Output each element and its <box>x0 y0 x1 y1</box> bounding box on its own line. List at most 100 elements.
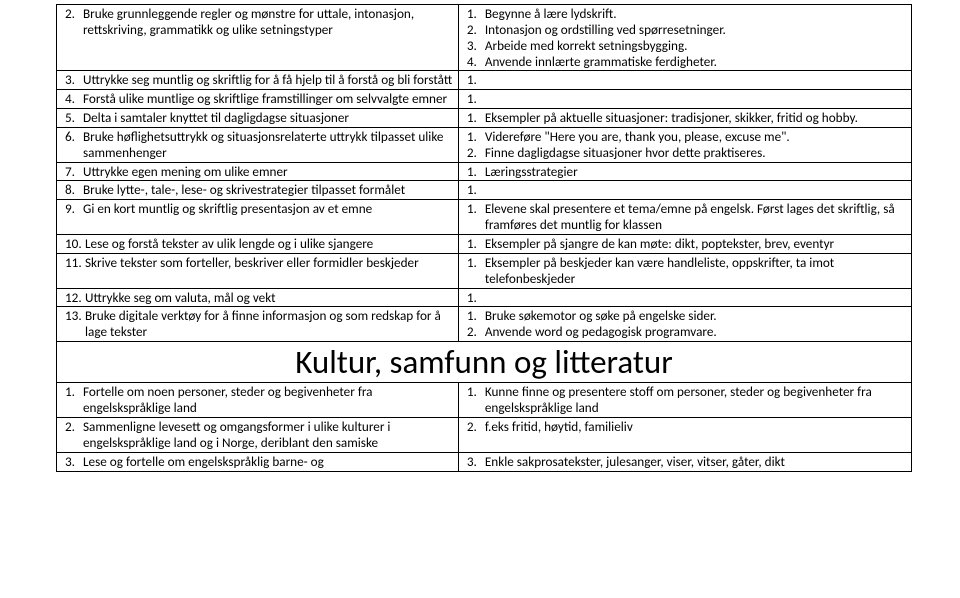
item-text: Kunne finne og presentere stoff om perso… <box>485 384 907 416</box>
item-number: 3. <box>467 38 485 54</box>
item-text: Delta i samtaler knyttet til dagligdagse… <box>83 110 454 126</box>
item-number: 1. <box>467 308 485 324</box>
list-item: 2.Bruke grunnleggende regler og mønstre … <box>65 6 454 38</box>
item-text: Sammenligne levesett og omgangsformer i … <box>83 419 454 451</box>
table-row: 1.Fortelle om noen personer, steder og b… <box>57 383 912 418</box>
numbered-list: 4.Forstå ulike muntlige og skriftlige fr… <box>65 91 454 107</box>
left-cell: 7.Uttrykke egen mening om ulike emner <box>57 162 459 181</box>
item-number: 1. <box>467 255 485 287</box>
list-item: 1.Kunne finne og presentere stoff om per… <box>467 384 907 416</box>
numbered-list: 12.Uttrykke seg om valuta, mål og vekt <box>65 290 454 306</box>
numbered-list: 1.Kunne finne og presentere stoff om per… <box>467 384 907 416</box>
numbered-list: 5.Delta i samtaler knyttet til dagligdag… <box>65 110 454 126</box>
numbered-list: 1.Fortelle om noen personer, steder og b… <box>65 384 454 416</box>
table-row: 5.Delta i samtaler knyttet til dagligdag… <box>57 109 912 128</box>
item-text: Skrive tekster som forteller, beskriver … <box>85 255 454 271</box>
item-text: Uttrykke egen mening om ulike emner <box>83 164 454 180</box>
numbered-list: 11.Skrive tekster som forteller, beskriv… <box>65 255 454 271</box>
list-item: 1.Eksempler på beskjeder kan være handle… <box>467 255 907 287</box>
item-text <box>485 182 907 198</box>
numbered-list: 3.Uttrykke seg muntlig og skriftlig for … <box>65 72 454 88</box>
right-cell: 1. <box>458 288 911 307</box>
item-text: Arbeide med korrekt setningsbygging. <box>485 38 907 54</box>
item-number: 5. <box>65 110 83 126</box>
item-number: 4. <box>65 91 83 107</box>
item-text: Uttrykke seg om valuta, mål og vekt <box>85 290 454 306</box>
item-text <box>485 91 907 107</box>
table-row: 8.Bruke lytte-, tale-, lese- og skrivest… <box>57 181 912 200</box>
list-item: 2.Anvende word og pedagogisk programvare… <box>467 324 907 340</box>
item-text: Anvende innlærte grammatiske ferdigheter… <box>485 54 907 70</box>
item-text: Begynne å lære lydskrift. <box>485 6 907 22</box>
list-item: 1. <box>467 182 907 198</box>
item-text: Bruke søkemotor og søke på engelske side… <box>485 308 907 324</box>
item-number: 4. <box>467 54 485 70</box>
right-cell: 1.Eksempler på beskjeder kan være handle… <box>458 253 911 288</box>
list-item: 3.Enkle sakprosatekster, julesanger, vis… <box>467 454 907 470</box>
table-row: 3.Uttrykke seg muntlig og skriftlig for … <box>57 71 912 90</box>
document-page: 2.Bruke grunnleggende regler og mønstre … <box>0 0 960 472</box>
item-number: 11. <box>65 255 85 271</box>
table-row: 10.Lese og forstå tekster av ulik lengde… <box>57 234 912 253</box>
table-row: 6.Bruke høflighetsuttrykk og situasjonsr… <box>57 127 912 162</box>
item-number: 9. <box>65 201 83 217</box>
numbered-list: 7.Uttrykke egen mening om ulike emner <box>65 164 454 180</box>
list-item: 4.Forstå ulike muntlige og skriftlige fr… <box>65 91 454 107</box>
left-cell: 5.Delta i samtaler knyttet til dagligdag… <box>57 109 459 128</box>
numbered-list: 10.Lese og forstå tekster av ulik lengde… <box>65 236 454 252</box>
left-cell: 2.Sammenligne levesett og omgangsformer … <box>57 418 459 453</box>
numbered-list: 1. <box>467 91 907 107</box>
item-number: 1. <box>467 72 485 88</box>
item-text: Enkle sakprosatekster, julesanger, viser… <box>485 454 907 470</box>
right-cell: 1.Bruke søkemotor og søke på engelske si… <box>458 307 911 342</box>
list-item: 5.Delta i samtaler knyttet til dagligdag… <box>65 110 454 126</box>
right-cell: 1.Elevene skal presentere et tema/emne p… <box>458 200 911 235</box>
numbered-list: 1. <box>467 72 907 88</box>
left-cell: 11.Skrive tekster som forteller, beskriv… <box>57 253 459 288</box>
numbered-list: 1.Elevene skal presentere et tema/emne p… <box>467 201 907 233</box>
list-item: 1. <box>467 91 907 107</box>
item-number: 8. <box>65 182 83 198</box>
list-item: 1.Begynne å lære lydskrift. <box>467 6 907 22</box>
right-cell: 1.Eksempler på aktuelle situasjoner: tra… <box>458 109 911 128</box>
numbered-list: 1. <box>467 290 907 306</box>
numbered-list: 1.Læringsstrategier <box>467 164 907 180</box>
item-text: f.eks fritid, høytid, familieliv <box>485 419 907 435</box>
item-number: 3. <box>65 72 83 88</box>
numbered-list: 3.Enkle sakprosatekster, julesanger, vis… <box>467 454 907 470</box>
list-item: 9.Gi en kort muntlig og skriftlig presen… <box>65 201 454 217</box>
item-text: Finne dagligdagse situasjoner hvor dette… <box>485 145 907 161</box>
numbered-list: 8.Bruke lytte-, tale-, lese- og skrivest… <box>65 182 454 198</box>
left-cell: 2.Bruke grunnleggende regler og mønstre … <box>57 5 459 71</box>
item-number: 12. <box>65 290 85 306</box>
item-text: Fortelle om noen personer, steder og beg… <box>83 384 454 416</box>
left-cell: 4.Forstå ulike muntlige og skriftlige fr… <box>57 90 459 109</box>
list-item: 3.Lese og fortelle om engelskspråklig ba… <box>65 454 454 470</box>
table-row: 12.Uttrykke seg om valuta, mål og vekt 1. <box>57 288 912 307</box>
item-number: 2. <box>65 6 83 38</box>
item-number: 10. <box>65 236 85 252</box>
item-number: 1. <box>467 6 485 22</box>
numbered-list: 1.Bruke søkemotor og søke på engelske si… <box>467 308 907 340</box>
section-heading: Kultur, samfunn og litteratur <box>57 344 911 380</box>
item-number: 3. <box>467 454 485 470</box>
right-cell: 1.Kunne finne og presentere stoff om per… <box>458 383 911 418</box>
list-item: 3.Uttrykke seg muntlig og skriftlig for … <box>65 72 454 88</box>
item-number: 1. <box>467 110 485 126</box>
list-item: 1.Læringsstrategier <box>467 164 907 180</box>
right-cell: 2.f.eks fritid, høytid, familieliv <box>458 418 911 453</box>
numbered-list: 6.Bruke høflighetsuttrykk og situasjonsr… <box>65 129 454 161</box>
item-number: 2. <box>467 145 485 161</box>
numbered-list: 3.Lese og fortelle om engelskspråklig ba… <box>65 454 454 470</box>
list-item: 1.Fortelle om noen personer, steder og b… <box>65 384 454 416</box>
list-item: 2. Finne dagligdagse situasjoner hvor de… <box>467 145 907 161</box>
item-text: Bruke lytte-, tale-, lese- og skrivestra… <box>83 182 454 198</box>
numbered-list: 1.Eksempler på beskjeder kan være handle… <box>467 255 907 287</box>
right-cell: 1.Læringsstrategier <box>458 162 911 181</box>
left-cell: 6.Bruke høflighetsuttrykk og situasjonsr… <box>57 127 459 162</box>
list-item: 1. <box>467 290 907 306</box>
numbered-list: 13.Bruke digitale verktøy for å finne in… <box>65 308 454 340</box>
left-cell: 3.Uttrykke seg muntlig og skriftlig for … <box>57 71 459 90</box>
numbered-list: 1. <box>467 182 907 198</box>
numbered-list: 2.Bruke grunnleggende regler og mønstre … <box>65 6 454 38</box>
